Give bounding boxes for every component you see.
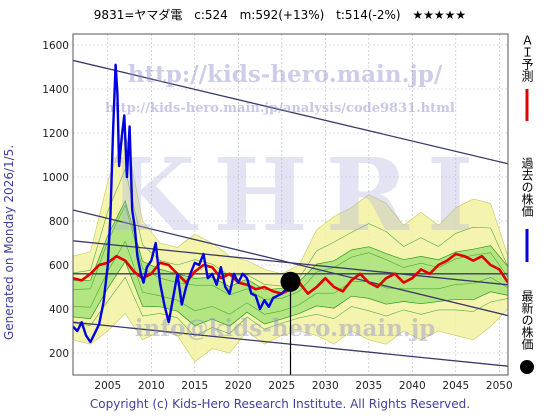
watermark-url-small: http://kids-hero.main.jp/analysis/code98… [105, 101, 455, 116]
y-tick-label: 1000 [42, 172, 69, 184]
legend-ai-forecast: ＡＩ予測 [520, 34, 534, 82]
target-price: t:514(-2%) [336, 8, 401, 22]
stock-code-name: 9831=ヤマダ電 [93, 8, 183, 22]
watermark-logo: KHRI [108, 136, 491, 254]
y-tick-label: 800 [49, 216, 69, 228]
y-tick-label: 1400 [42, 84, 69, 96]
x-tick-label: 2030 [312, 380, 339, 392]
rating-stars: ★★★★★ [412, 8, 467, 22]
x-tick-label: 2015 [181, 380, 208, 392]
chart-header: 9831=ヤマダ電 c:524 m:592(+13%) t:514(-2%) ★… [0, 6, 560, 23]
y-tick-label: 400 [49, 304, 69, 316]
copyright-notice: Copyright (c) Kids-Hero Research Institu… [89, 397, 471, 411]
past-price-line [73, 63, 292, 344]
channel-line [73, 240, 508, 286]
y-axis-ticks: 200 400 600 800 1000 1200 1400 1600 [42, 40, 69, 360]
watermark-group: KHRI http://kids-hero.main.jp/ http://ki… [105, 61, 491, 342]
y-tick-label: 1600 [42, 40, 69, 52]
generated-date: Generated on Monday 2026/1/5. [2, 144, 16, 340]
plot-frame [72, 33, 509, 376]
x-tick-label: 2050 [486, 380, 513, 392]
x-tick-label: 2010 [138, 380, 165, 392]
x-tick-label: 2035 [355, 380, 382, 392]
x-tick-label: 2045 [442, 380, 469, 392]
x-tick-label: 2005 [94, 380, 121, 392]
x-axis-ticks: 2005 2010 2015 2020 2025 2030 2035 2040 2045 2050 [94, 380, 512, 392]
current-price: c:524 [194, 8, 228, 22]
y-tick-label: 1200 [42, 128, 69, 140]
x-tick-label: 2025 [268, 380, 295, 392]
latest-price-dot [280, 271, 301, 292]
legend-past-price: 過去の株価 [520, 157, 534, 217]
y-tick-label: 200 [49, 348, 69, 360]
channel-line [73, 59, 508, 165]
y-tick-label: 600 [49, 260, 69, 272]
x-tick-label: 2020 [225, 380, 252, 392]
legend-latest-dot [520, 360, 534, 374]
legend-latest-price: 最新の株価 [520, 290, 534, 350]
watermark-url-large: http://kids-hero.main.jp/ [128, 61, 443, 88]
watermark-email: info@kids-hero.main.jp [135, 315, 435, 342]
moving-average: m:592(+13%) [239, 8, 325, 22]
x-tick-label: 2040 [399, 380, 426, 392]
